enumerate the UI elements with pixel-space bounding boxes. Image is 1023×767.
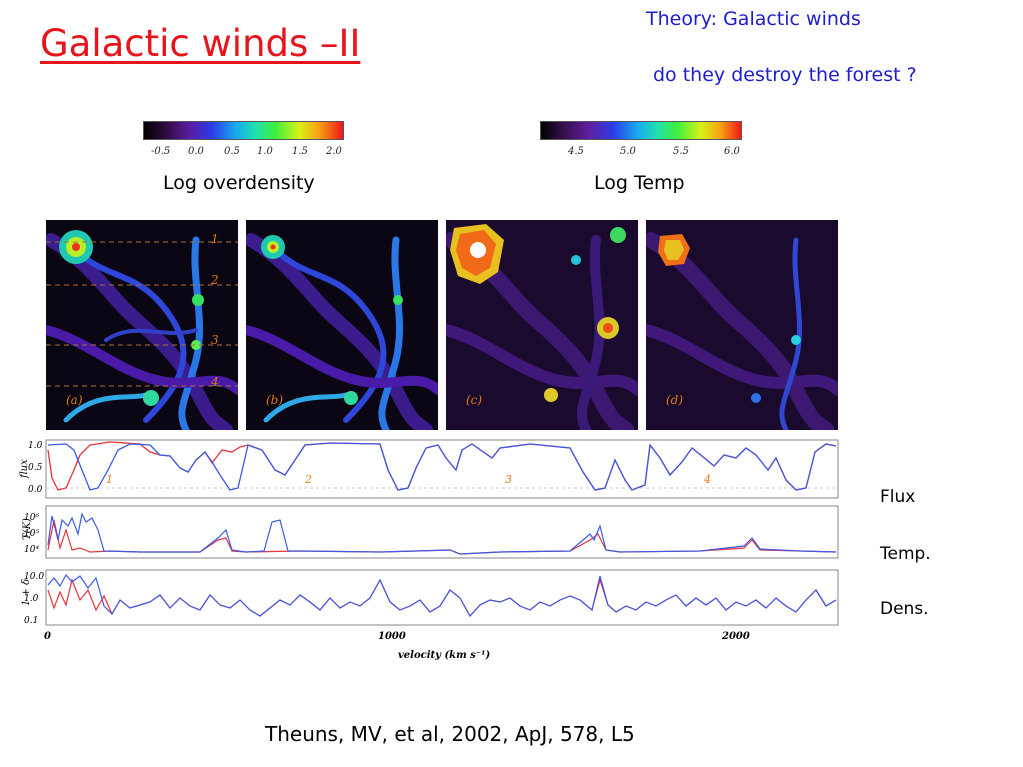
- flux-axis-label: flux: [19, 459, 30, 479]
- panel-a: [46, 220, 238, 430]
- x-tick: 2000: [721, 631, 750, 642]
- x-tick: 1000: [378, 631, 406, 642]
- density-tick: 2.0: [326, 146, 342, 157]
- temperature-tick: 5.0: [620, 146, 636, 157]
- segment-label: 1: [106, 473, 113, 486]
- temperature-tick: 4.5: [568, 146, 584, 157]
- dens-axis-label: 1 + δ: [21, 579, 32, 606]
- panel-tag-a: (a): [66, 393, 83, 407]
- temp-tick: 10⁵: [24, 529, 39, 539]
- citation: Theuns, MV, et al, 2002, ApJ, 578, L5: [265, 722, 635, 746]
- row-label-dens: Dens.: [880, 599, 929, 619]
- segment-label: 4: [703, 473, 711, 486]
- temperature-colorbar-ticks: 4.5 5.0 5.5 6.0: [540, 146, 746, 160]
- temperature-tick: 5.5: [673, 146, 689, 157]
- temperature-colorbar-label: Log Temp: [594, 172, 685, 194]
- row-label-temp: Temp.: [880, 544, 931, 564]
- density-plot: 1 + δ 10.0 1.0 0.1: [21, 569, 839, 626]
- flux-tick: 0.5: [28, 463, 43, 473]
- panel-tag-b: (b): [266, 393, 284, 407]
- skewer-number: 1: [211, 232, 219, 246]
- density-tick: 0.5: [224, 146, 240, 157]
- flux-tick: 0.0: [28, 485, 43, 495]
- panel-tag-c: (c): [466, 393, 483, 407]
- density-tick: -0.5: [151, 146, 171, 157]
- temperature-colorbar: [540, 121, 742, 140]
- spectra-figure: flux 1.0 0.5 0.0 1 2 3 4 T(K) 10⁶ 10⁵ 10…: [19, 439, 839, 661]
- dens-tick: 0.1: [24, 616, 38, 626]
- x-axis-label: velocity (km s⁻¹): [398, 650, 490, 661]
- segment-label: 2: [304, 473, 312, 486]
- temp-tick: 10⁴: [24, 545, 39, 555]
- segment-label: 3: [505, 473, 512, 486]
- density-colorbar-ticks: -0.5 0.0 0.5 1.0 1.5 2.0: [143, 146, 349, 160]
- temp-axis-label: T(K): [22, 518, 33, 540]
- dens-tick: 10.0: [24, 572, 44, 582]
- skewer-number: 4: [211, 375, 219, 389]
- row-label-flux: Flux: [880, 487, 916, 507]
- panel-d: [646, 220, 838, 430]
- x-tick: 0: [44, 631, 51, 642]
- slide-title: Galactic winds –II: [40, 22, 361, 65]
- density-colorbar: [143, 121, 344, 140]
- flux-plot: flux 1.0 0.5 0.0 1 2 3 4: [19, 439, 839, 499]
- temp-tick: 10⁶: [24, 513, 39, 523]
- density-tick: 0.0: [188, 146, 204, 157]
- flux-tick: 1.0: [28, 441, 43, 451]
- header-line-2: do they destroy the forest ?: [653, 64, 917, 86]
- density-colorbar-label: Log overdensity: [163, 172, 315, 194]
- density-tick: 1.5: [292, 146, 308, 157]
- panel-tag-d: (d): [666, 393, 684, 407]
- header-line-1: Theory: Galactic winds: [646, 8, 861, 30]
- panel-c: [446, 220, 638, 430]
- skewer-number: 3: [211, 333, 219, 347]
- skewer-number: 2: [211, 273, 219, 287]
- temperature-plot: T(K) 10⁶ 10⁵ 10⁴: [22, 505, 839, 559]
- dens-tick: 1.0: [24, 594, 39, 604]
- simulation-panels: 1 2 3 4 (a) (b) (c) (d): [46, 220, 838, 430]
- temperature-tick: 6.0: [724, 146, 740, 157]
- panel-b: [246, 220, 438, 430]
- density-tick: 1.0: [257, 146, 273, 157]
